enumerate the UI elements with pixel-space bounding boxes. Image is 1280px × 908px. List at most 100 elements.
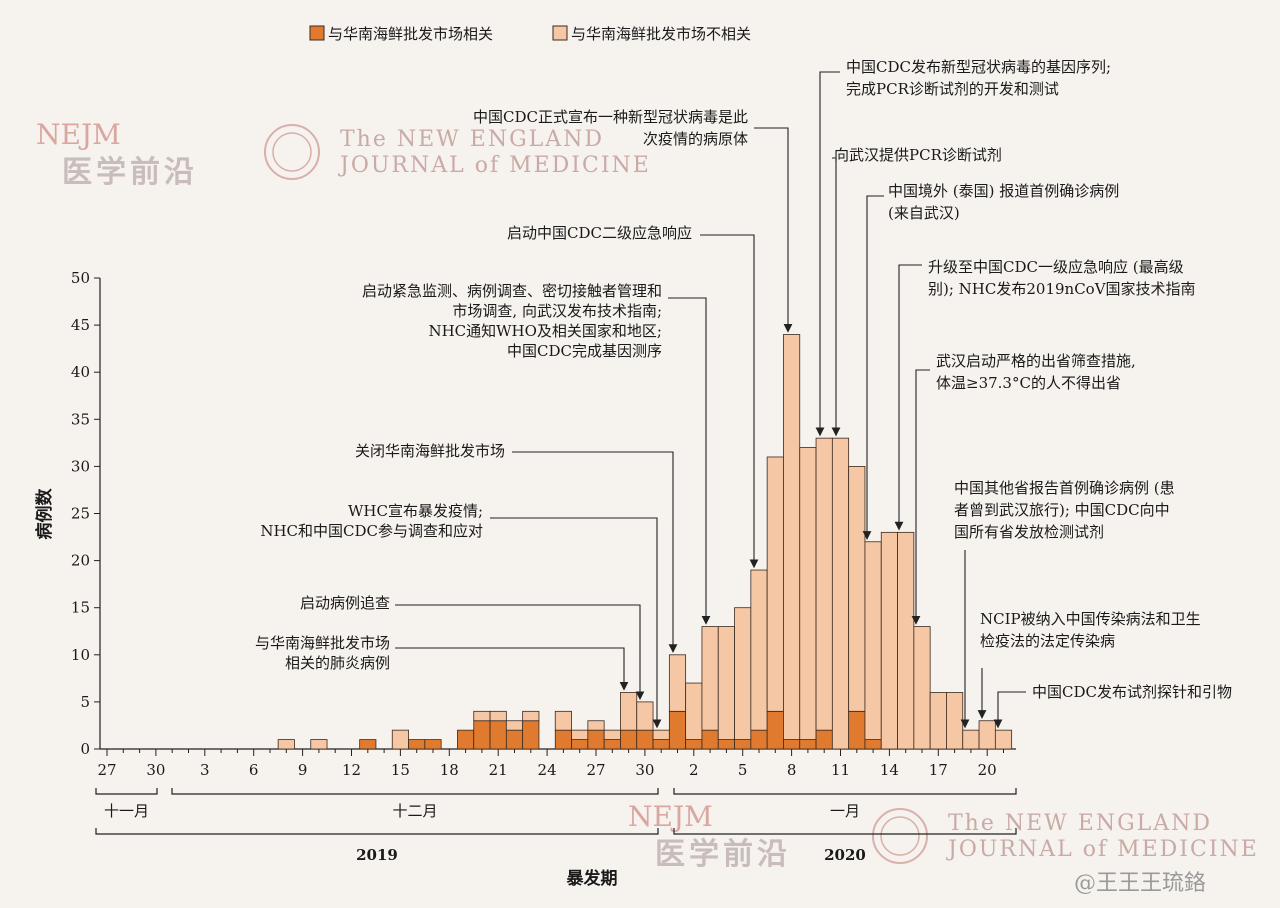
bar-related: [848, 710, 866, 750]
bar-related: [571, 739, 589, 750]
year-bracket: [673, 828, 1017, 835]
annotation-text: 关闭华南海鲜批发市场: [355, 442, 505, 460]
annotation: 启动中国CDC二级应急响应: [507, 224, 759, 569]
bar-related: [587, 729, 605, 750]
bar-related: [799, 739, 817, 750]
annotation: 武汉启动严格的出省筛查措施, 体温≥37.3°C的人不得出省: [911, 352, 1136, 625]
x-tick-label: 15: [391, 761, 410, 779]
bar-related: [408, 739, 426, 750]
bar-unrelated: [620, 692, 638, 731]
x-tick-label: 24: [538, 761, 557, 779]
annotation-arrow: [512, 451, 678, 653]
y-tick-label: 20: [71, 552, 90, 570]
annotation-arrow: [395, 604, 645, 701]
bar-related: [636, 729, 654, 750]
bar-related: [505, 729, 524, 750]
annotation-text: NCIP被纳入中国传染病法和卫生: [980, 610, 1201, 628]
annotation-arrow: [894, 264, 922, 531]
journal-watermark-line2-2: JOURNAL of MEDICINE: [946, 837, 1259, 862]
bar-unrelated: [897, 531, 915, 750]
x-tick-label: 8: [787, 761, 797, 779]
bar-related: [815, 729, 833, 750]
annotation: 中国境外 (泰国) 报道首例确诊病例 (来自武汉): [862, 182, 1119, 540]
bar-unrelated: [880, 531, 898, 750]
bar-related: [783, 739, 801, 750]
bar-related: [359, 739, 377, 750]
x-tick-label: 18: [440, 761, 459, 779]
annotation-text: 检疫法的法定传染病: [980, 632, 1115, 650]
x-tick-label: 9: [298, 761, 308, 779]
x-tick-label: 6: [249, 761, 259, 779]
bar-related: [668, 710, 687, 750]
x-tick-label: 21: [489, 761, 508, 779]
nejm-cn-watermark: 医学前沿: [62, 155, 198, 190]
annotation-text: 武汉启动严格的出省筛查措施,: [936, 352, 1136, 370]
annotation-arrow: [993, 691, 1026, 729]
bar-related: [522, 720, 540, 750]
bar-unrelated: [831, 437, 850, 750]
annotation-text: NHC通知WHO及相关国家和地区;: [428, 322, 662, 340]
bar-related: [717, 739, 735, 750]
bar-unrelated: [734, 607, 752, 740]
nejm-seal-icon-2: [872, 808, 928, 864]
annotation-text: 中国CDC完成基因测序: [507, 342, 662, 360]
annotation-text: 完成PCR诊断试剂的开发和测试: [846, 80, 1059, 98]
journal-watermark-line1-2: The NEW ENGLAND: [948, 811, 1212, 836]
bar-unrelated: [717, 626, 735, 740]
nejm-seal-inner-2: [880, 816, 920, 856]
bar-related: [603, 739, 621, 750]
bar-related: [685, 739, 703, 750]
bar-unrelated: [864, 541, 882, 740]
annotation-text: 启动紧急监测、病例调查、密切接触者管理和: [362, 282, 662, 300]
bar-unrelated: [668, 654, 687, 712]
annotation-text: 别); NHC发布2019nCoV国家技术指南: [928, 280, 1196, 298]
bar-related: [489, 720, 507, 750]
bar-unrelated: [685, 682, 703, 740]
annotation: 中国CDC发布新型冠状病毒的基因序列; 完成PCR诊断试剂的开发和测试: [815, 58, 1111, 437]
y-tick-label: 0: [80, 740, 90, 758]
bar-unrelated: [978, 720, 996, 750]
bar-unrelated: [962, 729, 980, 750]
nejm-cn-watermark-2: 医学前沿: [655, 837, 791, 872]
x-tick-label: 20: [978, 761, 997, 779]
annotation-text: NHC和中国CDC参与调查和应对: [260, 522, 483, 540]
bar-unrelated: [391, 729, 409, 750]
month-bracket: [673, 788, 1017, 795]
bar-related: [766, 710, 784, 750]
year-label: 2019: [356, 846, 398, 864]
bar-unrelated: [994, 729, 1013, 750]
bar-related: [620, 729, 638, 750]
bar-unrelated: [652, 729, 670, 740]
annotation-arrow: [862, 195, 884, 540]
bar-unrelated: [554, 710, 572, 731]
bar-related: [652, 739, 670, 750]
bar-unrelated: [571, 729, 589, 740]
bar-unrelated: [310, 739, 328, 750]
annotation: 启动病例追查: [300, 594, 645, 701]
journal-watermark-line2: JOURNAL of MEDICINE: [338, 153, 651, 178]
annotation-text: 中国CDC发布试剂探针和引物: [1032, 683, 1232, 701]
journal-watermark-line1: The NEW ENGLAND: [340, 127, 604, 152]
bars: [277, 334, 1013, 750]
watermarks: NEJM 医学前沿 The NEW ENGLAND JOURNAL of MED…: [36, 118, 1259, 896]
annotation-arrow: [815, 71, 840, 437]
annotation-text: 市场调查, 向武汉发布技术指南;: [452, 302, 662, 320]
annotation-arrow: [700, 234, 759, 569]
bar-unrelated: [473, 710, 491, 722]
legend-label-related: 与华南海鲜批发市场相关: [328, 25, 493, 43]
annotation-text: 升级至中国CDC一级应急响应 (最高级: [928, 258, 1184, 276]
bar-related: [554, 729, 572, 750]
annotation-text: (来自武汉): [888, 204, 960, 222]
bar-related: [864, 739, 882, 750]
annotation-text: 启动病例追查: [300, 594, 390, 612]
annotation-text: 中国其他省报告首例确诊病例 (患: [954, 479, 1175, 497]
annotation-text: 中国CDC发布新型冠状病毒的基因序列;: [846, 58, 1111, 76]
bar-unrelated: [701, 626, 719, 731]
bar-related: [457, 729, 475, 750]
x-tick-label: 11: [831, 761, 850, 779]
